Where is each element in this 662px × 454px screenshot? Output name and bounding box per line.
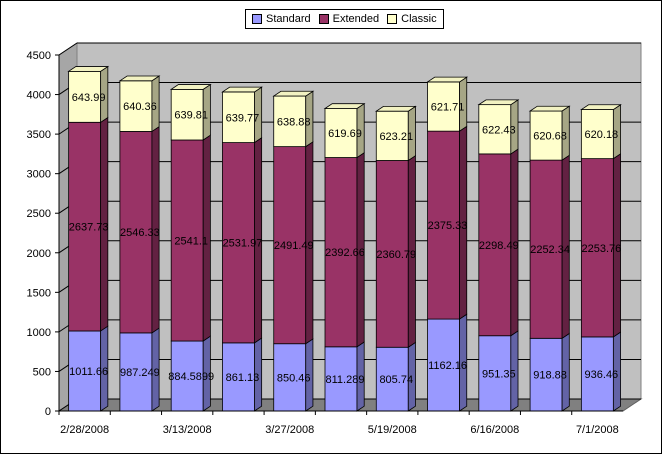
- legend-swatch: [252, 14, 262, 24]
- data-label: 987.249: [120, 367, 160, 379]
- y-tick-label: 2500: [27, 208, 51, 220]
- bar-top: [580, 104, 622, 110]
- bar-top: [477, 99, 520, 106]
- data-label: 2541.1: [174, 236, 208, 248]
- data-label: 2253.76: [581, 243, 621, 255]
- bar-classic: [170, 88, 204, 141]
- bar-classic: [119, 80, 153, 132]
- bar-top: [323, 103, 366, 109]
- y-tick-label: 2000: [27, 248, 51, 260]
- data-label: 805.74: [379, 374, 413, 386]
- data-label: 620.18: [585, 129, 619, 141]
- legend-label: Extended: [332, 13, 380, 25]
- data-label: 884.5899: [168, 371, 214, 383]
- data-label: 918.88: [533, 370, 567, 382]
- data-label: 2546.33: [120, 227, 160, 239]
- bar-standard: [170, 340, 204, 412]
- data-label: 639.81: [174, 110, 208, 122]
- y-tick-label: 1000: [27, 327, 51, 339]
- data-label: 623.21: [379, 131, 413, 143]
- gridline-side: [58, 42, 78, 56]
- data-label: 1162.16: [428, 360, 467, 372]
- bar-top: [374, 105, 417, 112]
- legend-item-extended: Extended: [318, 13, 380, 25]
- x-tick-label: 5/19/2008: [368, 424, 417, 436]
- x-tick-label: 7/1/2008: [576, 424, 619, 436]
- bar-top: [67, 66, 110, 72]
- bar-extended: [478, 153, 512, 337]
- bar-standard: [529, 337, 563, 412]
- data-label: 2360.79: [376, 249, 416, 261]
- x-tick-label: 6/16/2008: [470, 424, 519, 436]
- y-tick-label: 4000: [27, 90, 51, 102]
- data-label: 2252.34: [530, 244, 570, 256]
- data-label: 2298.49: [479, 240, 519, 252]
- legend-item-classic: Classic: [387, 13, 437, 25]
- data-label: 2531.97: [223, 238, 263, 250]
- x-tick-label: 3/13/2008: [163, 424, 212, 436]
- y-tick-label: 3500: [27, 129, 51, 141]
- x-tick-label: 2/28/2008: [60, 424, 109, 436]
- bar-extended: [375, 160, 409, 348]
- bar-extended: [273, 146, 307, 345]
- data-label: 861.13: [226, 372, 260, 384]
- data-label: 2392.66: [325, 247, 365, 259]
- y-tick-label: 1500: [27, 287, 51, 299]
- bar-classic: [273, 95, 307, 148]
- bar-top: [118, 75, 161, 82]
- legend-label: Standard: [266, 13, 311, 25]
- bar-top: [528, 105, 571, 112]
- legend-item-standard: Standard: [252, 13, 311, 25]
- legend-swatch: [318, 14, 329, 24]
- bar-extended: [427, 130, 460, 320]
- x-tick-label: 3/27/2008: [265, 424, 314, 436]
- data-label: 622.43: [482, 124, 516, 136]
- data-label: 619.69: [328, 128, 362, 140]
- bar-extended: [324, 157, 358, 348]
- data-label: 643.99: [72, 92, 106, 104]
- data-label: 951.35: [482, 368, 516, 380]
- data-label: 621.71: [431, 102, 465, 114]
- bar-top: [426, 76, 469, 83]
- legend-label: Classic: [401, 13, 437, 25]
- bar-extended: [68, 121, 102, 332]
- data-label: 2375.33: [428, 220, 468, 232]
- legend: Standard Extended Classic: [245, 9, 444, 29]
- data-label: 2637.73: [69, 222, 109, 234]
- y-tick-label: 3000: [27, 169, 51, 181]
- data-label: 850.46: [277, 372, 311, 384]
- bar-extended: [529, 159, 563, 339]
- bar-top: [169, 84, 212, 90]
- bar-classic: [478, 104, 512, 155]
- y-tick-label: 0: [45, 406, 51, 418]
- data-label: 620.68: [533, 131, 567, 143]
- data-label: 811.289: [326, 374, 365, 386]
- bar-top: [272, 90, 315, 97]
- data-label: 640.36: [123, 101, 157, 113]
- legend-swatch: [387, 14, 398, 24]
- data-label: 1011.66: [69, 366, 108, 378]
- bar-classic: [324, 108, 358, 158]
- bar-standard: [580, 336, 614, 412]
- y-tick-label: 4500: [27, 50, 51, 62]
- bar-standard: [273, 343, 307, 412]
- data-label: 936.46: [585, 369, 619, 381]
- data-label: 639.77: [226, 112, 260, 124]
- data-label: 638.88: [277, 116, 311, 128]
- bar-extended: [222, 142, 255, 344]
- bar-classic: [529, 110, 563, 161]
- y-tick-label: 500: [33, 366, 51, 378]
- bar-top: [221, 86, 263, 93]
- data-label: 2491.49: [274, 240, 314, 252]
- bar-classic: [68, 70, 102, 123]
